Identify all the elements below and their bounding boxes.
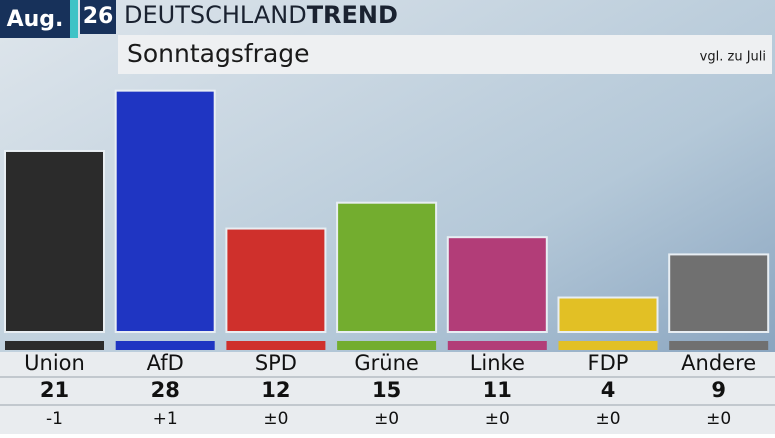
category-label: Grüne xyxy=(354,351,418,375)
color-strip xyxy=(447,341,547,350)
accent xyxy=(70,0,78,38)
value-label: 12 xyxy=(261,378,290,402)
category-label: FDP xyxy=(588,351,629,375)
change-label: ±0 xyxy=(263,409,288,429)
category-label: SPD xyxy=(255,351,297,375)
bar xyxy=(225,227,327,333)
bar xyxy=(114,89,216,333)
change-label: ±0 xyxy=(706,409,731,429)
category-label: Union xyxy=(24,351,85,375)
change-label: +1 xyxy=(153,409,178,429)
bar xyxy=(336,201,438,333)
category-label: Linke xyxy=(470,351,525,375)
subtitle: Sonntagsfrage xyxy=(127,39,310,68)
week-box xyxy=(80,0,116,34)
color-strip xyxy=(669,341,769,350)
change-label: ±0 xyxy=(374,409,399,429)
color-strip xyxy=(115,341,215,350)
value-label: 4 xyxy=(601,378,616,402)
brand-bold: TREND xyxy=(307,1,398,29)
change-label: ±0 xyxy=(485,409,510,429)
brand: DEUTSCHLANDTREND xyxy=(124,1,398,29)
note: vgl. zu Juli xyxy=(700,50,766,65)
bar xyxy=(446,236,548,333)
month-box xyxy=(0,0,70,38)
subtitle-box xyxy=(118,35,772,74)
color-strip xyxy=(558,341,658,350)
color-strip xyxy=(337,341,437,350)
value-label: 21 xyxy=(40,378,69,402)
bar xyxy=(4,149,105,333)
week: 26 xyxy=(83,4,114,29)
brand: DEUTSCHLAND xyxy=(124,1,307,29)
month: Aug. xyxy=(7,7,64,32)
bar xyxy=(557,296,659,333)
value-label: 28 xyxy=(151,378,180,402)
value-label: 11 xyxy=(483,378,512,402)
change-label: ±0 xyxy=(595,409,620,429)
value-label: 9 xyxy=(711,378,726,402)
label-panel xyxy=(0,352,775,434)
color-strip xyxy=(226,341,326,350)
category-label: Andere xyxy=(681,351,756,375)
change-label: -1 xyxy=(46,409,63,429)
bar xyxy=(668,253,770,333)
value-label: 15 xyxy=(372,378,401,402)
category-label: AfD xyxy=(147,351,184,375)
color-strip xyxy=(5,341,104,350)
